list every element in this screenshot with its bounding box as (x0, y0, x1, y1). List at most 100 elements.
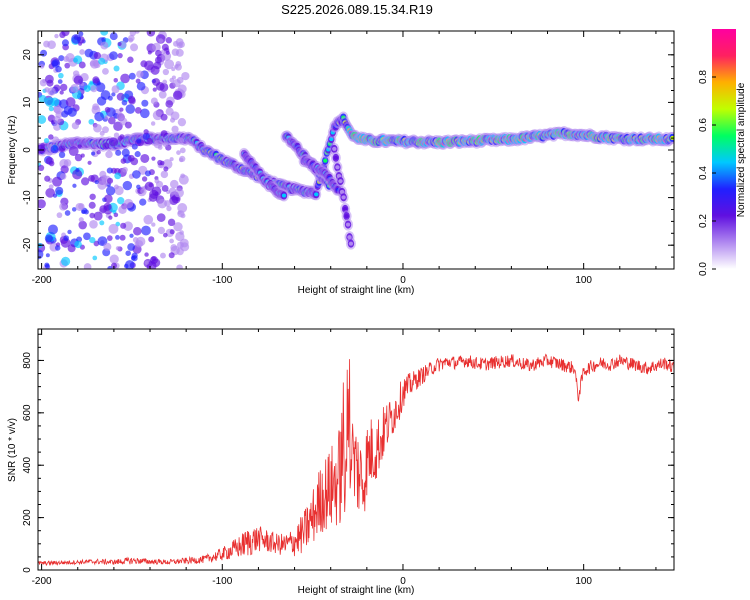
spectrogram-noise-blob (54, 33, 59, 39)
spectrogram-noise-blob (123, 198, 134, 209)
spectrogram-noise-blob (170, 111, 180, 121)
spectrogram-x-label: Height of straight line (km) (298, 285, 415, 296)
spectrogram-noise-blob (131, 143, 138, 150)
spectrogram-noise-blob (119, 134, 125, 140)
spectrogram-noise-blob (55, 186, 64, 195)
spectrogram-noise-blob (53, 115, 61, 124)
spectrogram-noise-blob (100, 41, 109, 50)
spectrogram-noise-blob (44, 175, 51, 182)
spectrogram-noise-blob (163, 166, 169, 172)
spectrogram-noise-blob (100, 31, 109, 36)
spectrogram-noise-blob (72, 169, 83, 180)
y-tick-label: 10 (22, 96, 33, 108)
spectrogram-noise-blob (169, 238, 174, 244)
spectrogram-noise-blob (177, 137, 185, 144)
spectrogram-noise-blob (44, 234, 53, 243)
spectrogram-noise-blob (104, 194, 113, 203)
spectrogram-noise-blob (109, 51, 118, 60)
spectrogram-noise-blob (174, 63, 182, 71)
spectrogram-noise-blob (127, 95, 136, 104)
spectrogram-noise-blob (72, 183, 77, 188)
spectrogram-noise-blob (153, 139, 163, 149)
spectrogram-noise-blob (139, 108, 150, 119)
spectrogram-noise-blob (106, 177, 114, 184)
spectrogram-noise-blob (40, 49, 48, 57)
snr-ticks: -200 -100 0 100 0 200 400 600 800 (22, 329, 674, 587)
y-tick-label: 800 (22, 352, 33, 369)
spectrogram-core (348, 241, 354, 246)
spectrogram-core (332, 146, 337, 151)
spectrogram-noise-blob (161, 185, 169, 192)
spectrogram-noise-blob (105, 150, 113, 159)
spectrogram-noise-blob (168, 252, 175, 259)
spectrogram-noise-blob (170, 244, 178, 252)
spectrogram-noise-blob (75, 202, 84, 211)
x-tick-label: -100 (212, 275, 232, 286)
spectrogram-noise-blob (52, 136, 60, 144)
spectrogram-noise-blob (142, 132, 150, 140)
y-tick-label: 600 (22, 404, 33, 421)
spectrogram-noise-blob (104, 106, 111, 113)
spectrogram-noise-blob (113, 132, 120, 138)
spectrogram-noise-blob (136, 138, 142, 144)
spectrogram-noise-blob (165, 100, 174, 108)
spectrogram-noise-blob (152, 87, 157, 92)
spectrogram-noise-blob (89, 212, 95, 219)
spectrogram-noise-blob (83, 209, 89, 215)
spectrogram-noise-blob (108, 223, 119, 234)
spectrogram-noise-blob (90, 85, 98, 93)
spectrogram-noise-blob (88, 201, 96, 209)
spectrogram-noise-blob (106, 235, 113, 241)
spectrogram-noise-blob (144, 260, 149, 265)
spectrogram-noise-blob (103, 202, 112, 211)
spectrogram-noise-blob (127, 243, 136, 251)
spectrogram-noise-blob (68, 146, 79, 157)
spectrogram-noise-blob (176, 247, 184, 256)
spectrogram-plot-area (38, 31, 674, 269)
x-tick-label: 0 (400, 275, 406, 286)
spectrogram-noise-blob (140, 60, 148, 68)
spectrogram-noise-blob (45, 74, 54, 84)
spectrogram-noise-blob (64, 62, 71, 69)
spectrogram-marks (38, 31, 674, 269)
spectrogram-noise-blob (108, 137, 119, 147)
spectrogram-noise-blob (78, 217, 84, 223)
spectrogram-noise-blob (159, 82, 169, 92)
spectrogram-noise-blob (128, 37, 134, 43)
spectrogram-noise-blob (172, 90, 183, 100)
spectrogram-noise-blob (93, 123, 102, 133)
spectrogram-noise-blob (130, 157, 139, 166)
y-tick-label: 200 (22, 509, 33, 526)
spectrogram-noise-blob (109, 32, 118, 41)
spectrogram-noise-blob (101, 174, 108, 181)
spectrogram-noise-blob (135, 236, 146, 247)
spectrogram-noise-blob (148, 236, 155, 243)
spectrogram-noise-blob (67, 244, 76, 253)
spectrogram-noise-blob (130, 255, 136, 261)
spectrogram-noise-blob (67, 229, 72, 235)
x-tick-label: 100 (575, 576, 592, 587)
spectrogram-noise-blob (38, 95, 47, 103)
spectrogram-noise-blob (177, 202, 188, 213)
spectrogram-noise-blob (45, 97, 55, 107)
spectrogram-noise-blob (59, 173, 67, 180)
spectrogram-noise-blob (89, 80, 94, 85)
spectrogram-noise-blob (125, 250, 131, 256)
spectrogram-noise-blob (179, 147, 186, 154)
spectrogram-noise-blob (161, 43, 169, 51)
colorbar: 0.0 0.2 0.4 0.6 0.8 Normalized spectral ampl… (698, 29, 747, 276)
spectrogram-noise-blob (119, 234, 126, 241)
y-tick-label: -20 (22, 238, 33, 253)
spectrogram-noise-blob (132, 170, 141, 179)
spectrogram-noise-blob (144, 170, 151, 177)
spectrogram-noise-blob (103, 242, 112, 251)
spectrogram-noise-blob (92, 76, 100, 84)
spectrogram-noise-blob (169, 157, 174, 162)
snr-panel: -200 -100 0 100 0 200 400 600 800 Height of stra… (7, 328, 675, 596)
spectrogram-noise-blob (63, 55, 70, 62)
spectrogram-noise-blob (115, 149, 122, 156)
spectrogram-noise-blob (117, 53, 123, 59)
spectrogram-noise-blob (93, 211, 103, 221)
spectrogram-noise-blob (162, 79, 168, 85)
spectrogram-y-label: Frequency (Hz) (7, 116, 18, 185)
